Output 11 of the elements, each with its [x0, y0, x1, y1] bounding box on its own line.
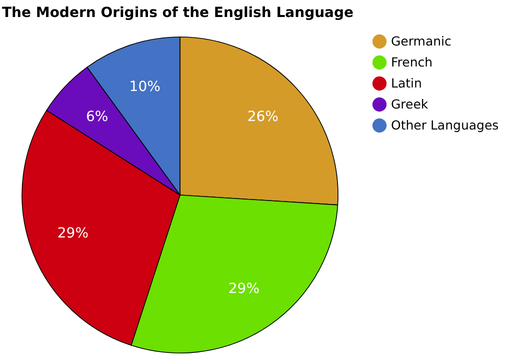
- legend-label: Other Languages: [391, 118, 499, 132]
- legend-label: Germanic: [391, 34, 452, 48]
- legend-label: Latin: [391, 76, 422, 90]
- data-label: 10%: [129, 78, 160, 95]
- data-label: 6%: [86, 109, 108, 126]
- data-label: 26%: [247, 109, 278, 126]
- legend-label: French: [391, 54, 433, 70]
- data-label: 29%: [57, 226, 89, 242]
- legend-label: Greek: [391, 96, 429, 112]
- data-label: 29%: [228, 281, 260, 298]
- chart-title: The Modern Origins of the English Language: [2, 5, 354, 21]
